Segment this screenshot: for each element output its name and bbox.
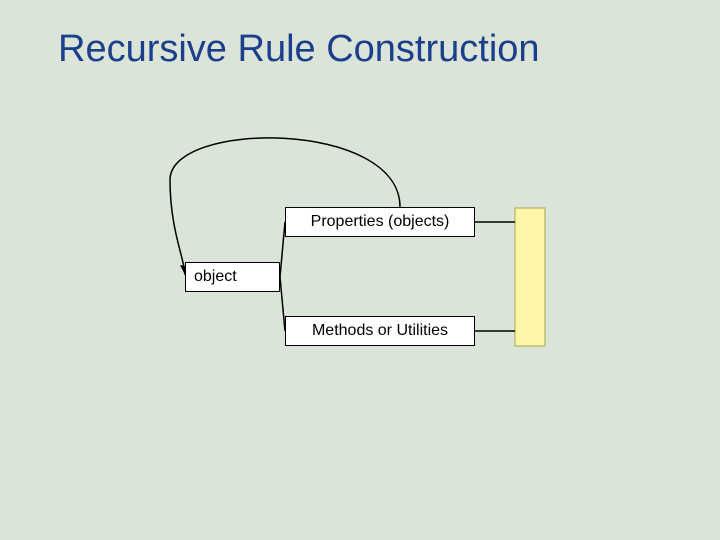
- node-properties: Properties (objects): [285, 207, 475, 237]
- node-properties-label: Properties (objects): [311, 213, 450, 231]
- slide-root: Recursive Rule Construction object Prope…: [0, 0, 720, 540]
- node-object: object: [185, 262, 280, 292]
- node-methods: Methods or Utilities: [285, 316, 475, 346]
- slide-title: Recursive Rule Construction: [58, 28, 540, 71]
- yellow-bar: [515, 208, 545, 346]
- diagram-svg: [0, 0, 720, 540]
- node-methods-label: Methods or Utilities: [312, 322, 448, 340]
- node-object-label: object: [194, 268, 237, 286]
